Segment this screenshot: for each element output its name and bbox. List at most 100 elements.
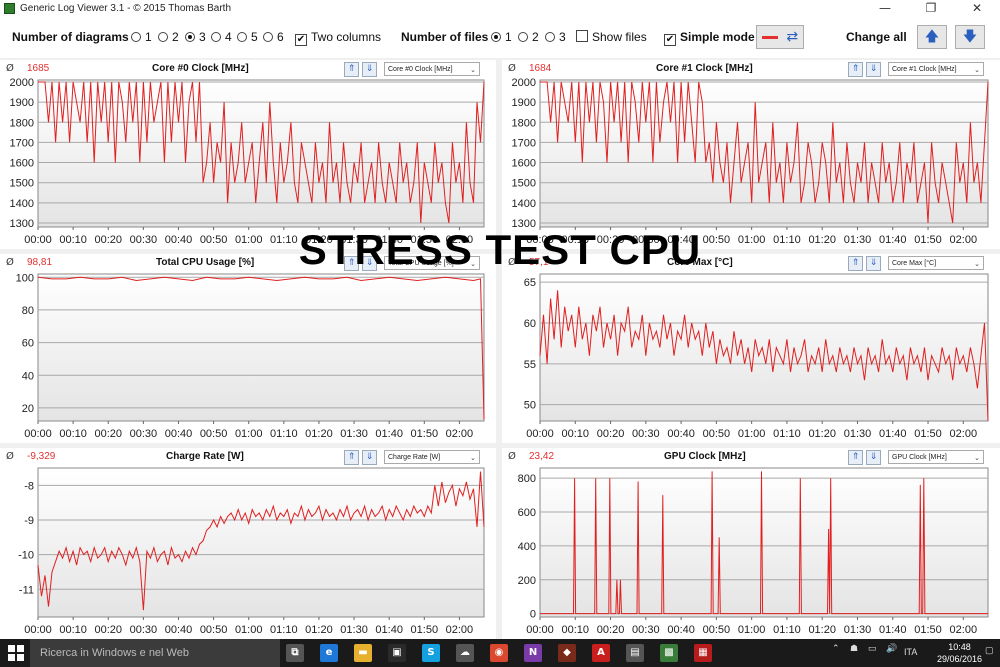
series-line [539, 290, 989, 422]
x-tick-label: 01:20 [808, 428, 836, 440]
x-tick-label: 00:30 [130, 624, 158, 636]
x-tick-label: 02:00 [446, 234, 474, 246]
app-icon[interactable]: ◆ [558, 644, 576, 662]
chrome-icon[interactable]: ◉ [490, 644, 508, 662]
task-view-icon[interactable]: ⧉ [286, 644, 304, 662]
x-tick-label: 01:40 [375, 234, 403, 246]
sensor-select[interactable]: Core Max [°C] ⌄ [888, 256, 984, 270]
log-viewer-icon[interactable]: ▩ [660, 644, 678, 662]
chevron-down-icon: ⌄ [974, 454, 980, 462]
x-tick-label: 01:20 [808, 624, 836, 636]
x-tick-label: 01:40 [375, 428, 403, 440]
x-tick-label: 01:30 [340, 624, 368, 636]
x-tick-label: 01:50 [914, 428, 942, 440]
taskbar-clock[interactable]: 10:48 29/06/2016 [937, 641, 982, 665]
cloud-icon[interactable]: ☁ [456, 644, 474, 662]
file-explorer-icon[interactable]: ▬ [354, 644, 372, 662]
sensor-select[interactable]: GPU Clock [MHz] ⌄ [888, 450, 984, 464]
move-up-button[interactable]: ⇑ [848, 256, 863, 271]
move-down-button[interactable]: ⇓ [362, 450, 377, 465]
average-symbol: Ø [6, 451, 14, 462]
sensor-select[interactable]: Charge Rate [W] ⌄ [384, 450, 480, 464]
checkbox-checked-icon: ✔ [664, 34, 676, 46]
sensor-select[interactable]: Core #1 Clock [MHz] ⌄ [888, 62, 984, 76]
radio-button-icon [545, 32, 555, 42]
acrobat-icon[interactable]: A [592, 644, 610, 662]
chart-panel-gpu-clock: Ø 23,42 GPU Clock [MHz] ⇑ ⇓ GPU Clock [MHz] ⌄ 0… [502, 448, 1000, 639]
average-symbol: Ø [6, 63, 14, 74]
plot-area [539, 273, 989, 422]
column-splitter[interactable] [496, 58, 502, 639]
skype-icon[interactable]: S [422, 644, 440, 662]
x-tick-label: 00:40 [165, 234, 193, 246]
change-all-down-button[interactable]: 🡇 [955, 25, 985, 49]
panel-title: Core #1 Clock [MHz] [656, 63, 753, 74]
diagram-radio-5[interactable]: 5 [237, 30, 258, 44]
simple-mode-checkbox[interactable]: ✔ Simple mode [664, 30, 755, 46]
average-value: 1684 [529, 63, 552, 74]
chart-panel-charge-rate: Ø -9,329 Charge Rate [W] ⇑ ⇓ Charge Rate [W] ⌄… [0, 448, 496, 639]
windows-start-icon[interactable] [8, 645, 24, 661]
store-icon[interactable]: ▣ [388, 644, 406, 662]
move-up-button[interactable]: ⇑ [344, 62, 359, 77]
y-tick-label: 1600 [10, 158, 34, 170]
sensor-select[interactable]: Total CPU Usage [%] ⌄ [384, 256, 480, 270]
file-radio-3[interactable]: 3 [545, 30, 566, 44]
file-radio-2[interactable]: 2 [518, 30, 539, 44]
diagram-radio-3[interactable]: 3 [185, 30, 206, 44]
y-tick-label: 1900 [512, 97, 536, 109]
x-tick-label: 01:30 [844, 234, 872, 246]
tray-language[interactable]: ITA [904, 647, 918, 657]
sensor-select[interactable]: Core #0 Clock [MHz] ⌄ [384, 62, 480, 76]
move-down-button[interactable]: ⇓ [866, 256, 881, 271]
tray-chevron-icon[interactable]: ⌃ [832, 643, 840, 653]
close-button[interactable]: ✕ [971, 1, 983, 15]
y-tick-label: 1300 [10, 218, 34, 230]
maximize-button[interactable]: ❐ [925, 1, 937, 15]
tray-network-icon[interactable]: ☗ [850, 643, 859, 653]
move-down-button[interactable]: ⇓ [362, 62, 377, 77]
app-icon[interactable]: ▦ [694, 644, 712, 662]
tray-volume-icon[interactable]: 🔊 [886, 643, 898, 653]
move-up-button[interactable]: ⇑ [344, 450, 359, 465]
x-tick-label: 00:00 [24, 234, 52, 246]
x-tick-label: 00:30 [632, 428, 660, 440]
chevron-down-icon: ⌄ [470, 454, 476, 462]
line-style-swap-button[interactable]: ⇄ [756, 25, 804, 49]
show-files-checkbox[interactable]: Show files [576, 30, 647, 44]
change-all-up-button[interactable]: 🡅 [917, 25, 947, 49]
two-columns-checkbox[interactable]: ✔ Two columns [295, 30, 382, 46]
average-symbol: Ø [508, 63, 516, 74]
move-down-button[interactable]: ⇓ [362, 256, 377, 271]
tray-battery-icon[interactable]: ▭ [868, 643, 877, 653]
x-tick-label: 00:30 [130, 234, 158, 246]
app-window-icon[interactable]: ▤ [626, 644, 644, 662]
diagram-radio-1[interactable]: 1 [131, 30, 152, 44]
move-up-button[interactable]: ⇑ [848, 450, 863, 465]
move-up-button[interactable]: ⇑ [344, 256, 359, 271]
move-down-button[interactable]: ⇓ [866, 450, 881, 465]
x-tick-label: 00:00 [526, 428, 554, 440]
diagram-radio-4[interactable]: 4 [211, 30, 232, 44]
row-splitter[interactable] [0, 443, 1000, 448]
x-tick-label: 00:10 [562, 624, 590, 636]
diagram-radio-6[interactable]: 6 [263, 30, 284, 44]
move-down-button[interactable]: ⇓ [866, 62, 881, 77]
row-splitter[interactable] [0, 249, 1000, 254]
x-tick-label: 01:30 [844, 624, 872, 636]
edge-icon[interactable]: e [320, 644, 338, 662]
diagram-radio-2[interactable]: 2 [158, 30, 179, 44]
series-line [540, 471, 988, 615]
x-tick-label: 00:50 [200, 234, 228, 246]
x-tick-label: 00:20 [94, 428, 122, 440]
minimize-button[interactable]: — [879, 1, 891, 15]
move-up-button[interactable]: ⇑ [848, 62, 863, 77]
x-tick-label: 00:50 [200, 624, 228, 636]
plot-area [539, 467, 989, 618]
taskbar-search-box[interactable]: Ricerca in Windows e nel Web [30, 639, 280, 667]
action-center-icon[interactable]: ▢ [985, 645, 994, 655]
panel-header: Ø 98,81 Total CPU Usage [%] ⇑ ⇓ Total CPU Usa… [0, 254, 496, 272]
file-radio-1[interactable]: 1 [491, 30, 512, 44]
x-tick-label: 01:50 [411, 428, 439, 440]
onenote-icon[interactable]: N [524, 644, 542, 662]
